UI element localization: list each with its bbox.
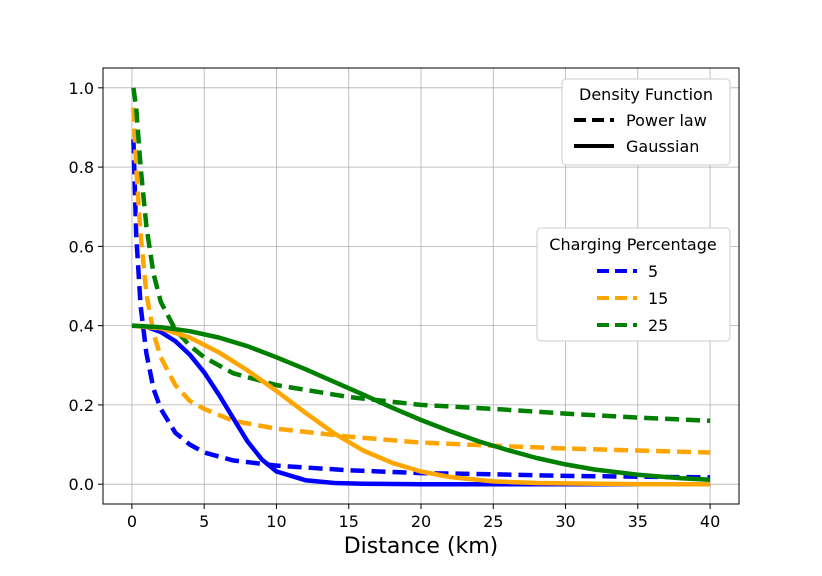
legend-density-box [561, 78, 731, 166]
x-tick-label: 0 [127, 512, 137, 531]
x-tick-label: 20 [411, 512, 431, 531]
x-axis-label: Distance (km) [344, 534, 499, 559]
series-line-5-gaussian [131, 323, 711, 487]
y-tick-label: 0.8 [69, 158, 94, 177]
legend-gaussian-label: Gaussian [626, 137, 699, 156]
legend-charging-title: Charging Percentage [549, 235, 716, 254]
axis-ticks: 0 5 10 15 20 25 30 35 40 0.0 0.2 0.4 0.6 0.8 1.0 [69, 79, 721, 531]
x-tick-label: 25 [483, 512, 503, 531]
series-line-5-power-law [131, 139, 711, 480]
y-tick-label: 0.0 [69, 475, 94, 494]
legend-charging-box [536, 227, 731, 342]
legend-charging-percentage: Charging Percentage 5 15 25 [536, 227, 731, 342]
x-tick-label: 40 [700, 512, 720, 531]
x-tick-label: 35 [628, 512, 648, 531]
x-tick-label: 30 [555, 512, 575, 531]
series-line-15-power-law [131, 107, 711, 455]
series-line-15-gaussian [131, 323, 711, 487]
legend-density-function: Density Function Power law Gaussian [561, 78, 731, 166]
y-tick-label: 1.0 [69, 79, 94, 98]
series-line-25-gaussian [131, 323, 711, 483]
x-tick-label: 10 [266, 512, 286, 531]
legend-power-law-label: Power law [626, 111, 707, 130]
x-tick-label: 15 [339, 512, 359, 531]
y-tick-label: 0.4 [69, 317, 94, 336]
x-tick-label: 5 [199, 512, 209, 531]
y-tick-label: 0.6 [69, 237, 94, 256]
legend-15-label: 15 [648, 289, 668, 308]
legend-density-title: Density Function [579, 85, 713, 104]
y-tick-label: 0.2 [69, 396, 94, 415]
plot-frame [102, 67, 740, 505]
legend-5-label: 5 [648, 262, 658, 281]
series-lines [131, 87, 711, 487]
legend-25-label: 25 [648, 316, 668, 335]
